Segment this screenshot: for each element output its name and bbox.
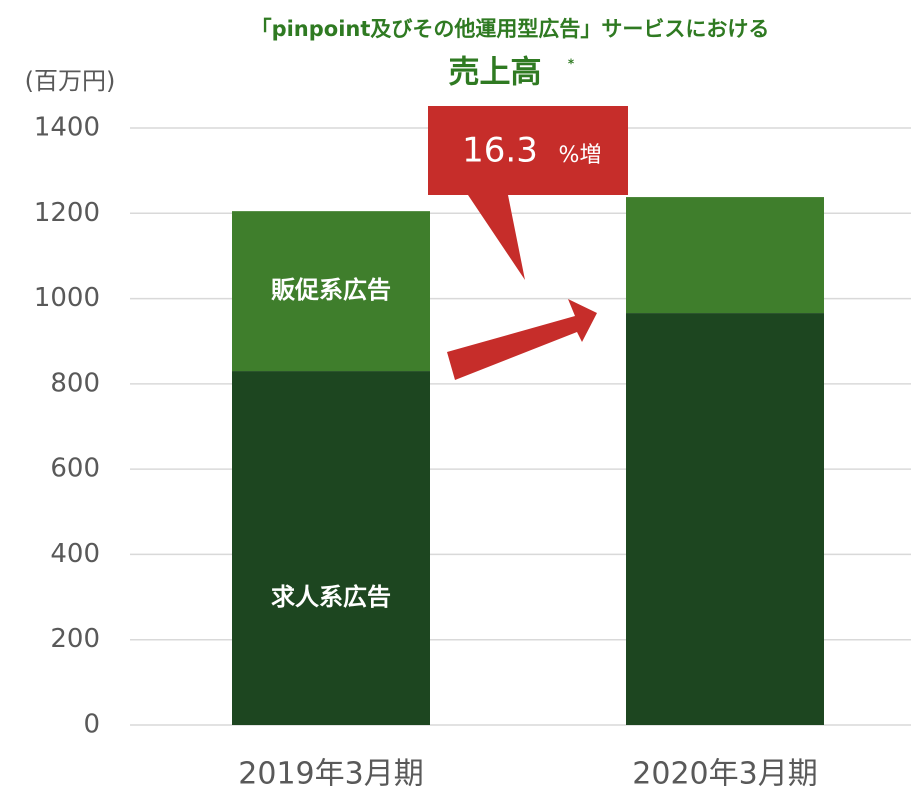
chart-title: 「pinpoint及びその他運用型広告」サービスにおける: [251, 17, 770, 41]
y-tick-label: 800: [50, 368, 100, 398]
callout-unit: %増: [559, 143, 602, 168]
y-tick-label: 1000: [34, 283, 100, 313]
y-tick-label: 1400: [34, 113, 100, 143]
bar-segment: [232, 371, 430, 725]
chart-subtitle: 売上高: [449, 55, 542, 91]
bar-segment: [626, 313, 824, 725]
subtitle-mark: *: [568, 57, 575, 71]
x-tick-label: 2020年3月期: [632, 757, 817, 788]
growth-arrow: [447, 299, 597, 380]
bar-segment: [232, 211, 430, 372]
y-tick-label: 0: [83, 710, 100, 740]
x-tick-label: 2019年3月期: [238, 757, 423, 788]
segment-label: 求人系広告: [271, 583, 391, 611]
y-tick-label: 1200: [34, 198, 100, 228]
y-axis-label: (百万円): [25, 67, 116, 95]
bar-segment: [626, 197, 824, 314]
y-tick-label: 600: [50, 454, 100, 484]
y-tick-label: 200: [50, 624, 100, 654]
y-tick-label: 400: [50, 539, 100, 569]
callout-box: [428, 106, 628, 280]
callout-value: 16.3: [462, 131, 538, 171]
segment-label: 販促系広告: [271, 276, 391, 304]
